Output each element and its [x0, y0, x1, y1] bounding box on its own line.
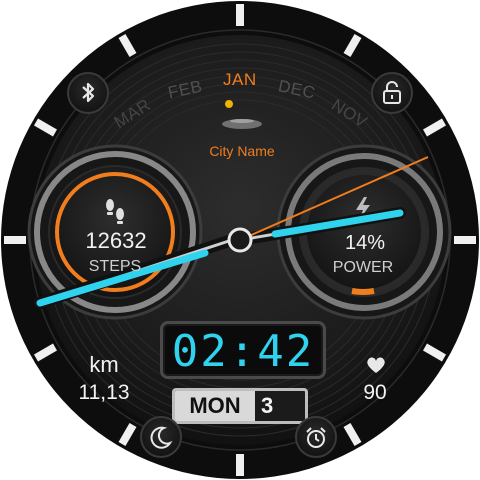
footprints-icon: [106, 199, 124, 224]
distance-unit: km: [89, 352, 119, 377]
power-label: POWER: [332, 259, 394, 276]
sleep-mode-button[interactable]: [140, 416, 182, 458]
distance-value: 11,13: [78, 381, 130, 404]
day-of-month: 3: [261, 393, 274, 418]
month-selected: JAN: [223, 70, 257, 89]
digital-time-display: 02:42: [160, 321, 326, 379]
day-of-week: MON: [175, 391, 255, 421]
steps-value: 12632: [85, 228, 147, 253]
bluetooth-button[interactable]: [67, 72, 109, 114]
hour-markers: [4, 4, 476, 476]
power-level-arc: [351, 288, 375, 296]
month-indicator-dot: [225, 100, 233, 108]
lock-button[interactable]: [371, 72, 413, 114]
power-value: 14%: [344, 232, 386, 254]
lightning-icon: [356, 197, 370, 220]
heart-icon: [367, 357, 385, 373]
heart-rate-value: 90: [363, 381, 387, 404]
lock-icon: [383, 81, 401, 104]
date-window: MON 3: [172, 388, 308, 424]
city-name: City Name: [209, 143, 275, 159]
center-cap: [227, 227, 253, 253]
moon-icon: [150, 426, 173, 449]
bluetooth-icon: [82, 82, 95, 103]
second-hand: [239, 156, 429, 241]
steps-label: STEPS: [88, 258, 142, 275]
hour-hand: [36, 249, 209, 307]
alarm-clock-icon: [306, 427, 326, 448]
minute-hand: [271, 209, 404, 238]
digital-time: 02:42: [171, 326, 315, 377]
alarm-button[interactable]: [295, 416, 337, 458]
